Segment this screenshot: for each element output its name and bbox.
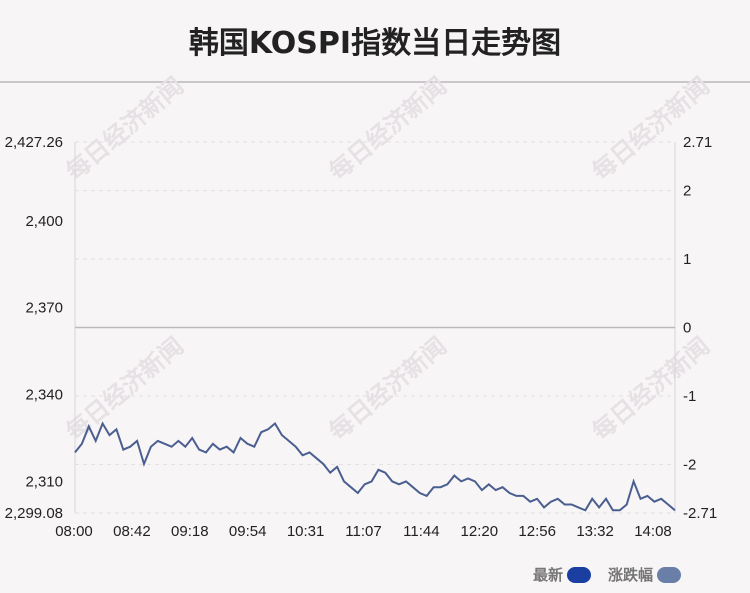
x-tick-label: 14:08 bbox=[634, 523, 672, 540]
watermark-text: 每日经济新闻 bbox=[61, 332, 189, 446]
x-tick-label: 11:07 bbox=[345, 523, 381, 540]
y-right-tick-label: -2.71 bbox=[683, 505, 717, 522]
y-right-tick-label: 2.71 bbox=[683, 134, 712, 151]
x-tick-label: 12:56 bbox=[518, 523, 556, 540]
y-right-tick-label: -1 bbox=[683, 388, 696, 405]
x-tick-label: 08:42 bbox=[113, 523, 151, 540]
legend-latest-swatch bbox=[567, 566, 592, 583]
title-divider bbox=[0, 81, 750, 83]
x-tick-label: 12:20 bbox=[461, 523, 499, 540]
legend-change-label: 涨跌幅 bbox=[608, 567, 654, 584]
series-line bbox=[74, 421, 676, 512]
y-left-tick-label: 2,340 bbox=[25, 387, 63, 404]
y-right-tick-label: 1 bbox=[683, 251, 691, 268]
watermark-text: 每日经济新闻 bbox=[324, 72, 452, 186]
y-left-tick-label: 2,299.08 bbox=[5, 505, 63, 522]
legend-change-swatch bbox=[657, 566, 682, 583]
x-tick-label: 09:18 bbox=[171, 523, 209, 540]
x-tick-label: 10:31 bbox=[287, 523, 325, 540]
y-left-tick-label: 2,400 bbox=[25, 213, 63, 230]
y-left-tick-label: 2,370 bbox=[25, 300, 63, 317]
y-right-tick-label: -2 bbox=[683, 456, 696, 473]
y-right-tick-label: 2 bbox=[683, 183, 691, 200]
legend-change[interactable]: 涨跌幅 bbox=[608, 564, 682, 585]
y-left-tick-label: 2,310 bbox=[25, 473, 63, 490]
legend-latest[interactable]: 最新 bbox=[533, 564, 592, 585]
watermark-text: 每日经济新闻 bbox=[61, 72, 189, 186]
x-tick-label: 13:32 bbox=[576, 523, 614, 540]
x-tick-label: 08:00 bbox=[55, 523, 93, 540]
x-tick-label: 09:54 bbox=[229, 523, 267, 540]
watermark-text: 每日经济新闻 bbox=[587, 72, 715, 186]
chart-title: 韩国KOSPI指数当日走势图 bbox=[188, 26, 562, 61]
y-right-tick-label: 0 bbox=[683, 320, 691, 337]
y-left-tick-label: 2,427.26 bbox=[5, 134, 63, 151]
legend-latest-label: 最新 bbox=[533, 567, 564, 584]
x-tick-label: 11:44 bbox=[403, 523, 439, 540]
watermark-text: 每日经济新闻 bbox=[324, 332, 452, 446]
